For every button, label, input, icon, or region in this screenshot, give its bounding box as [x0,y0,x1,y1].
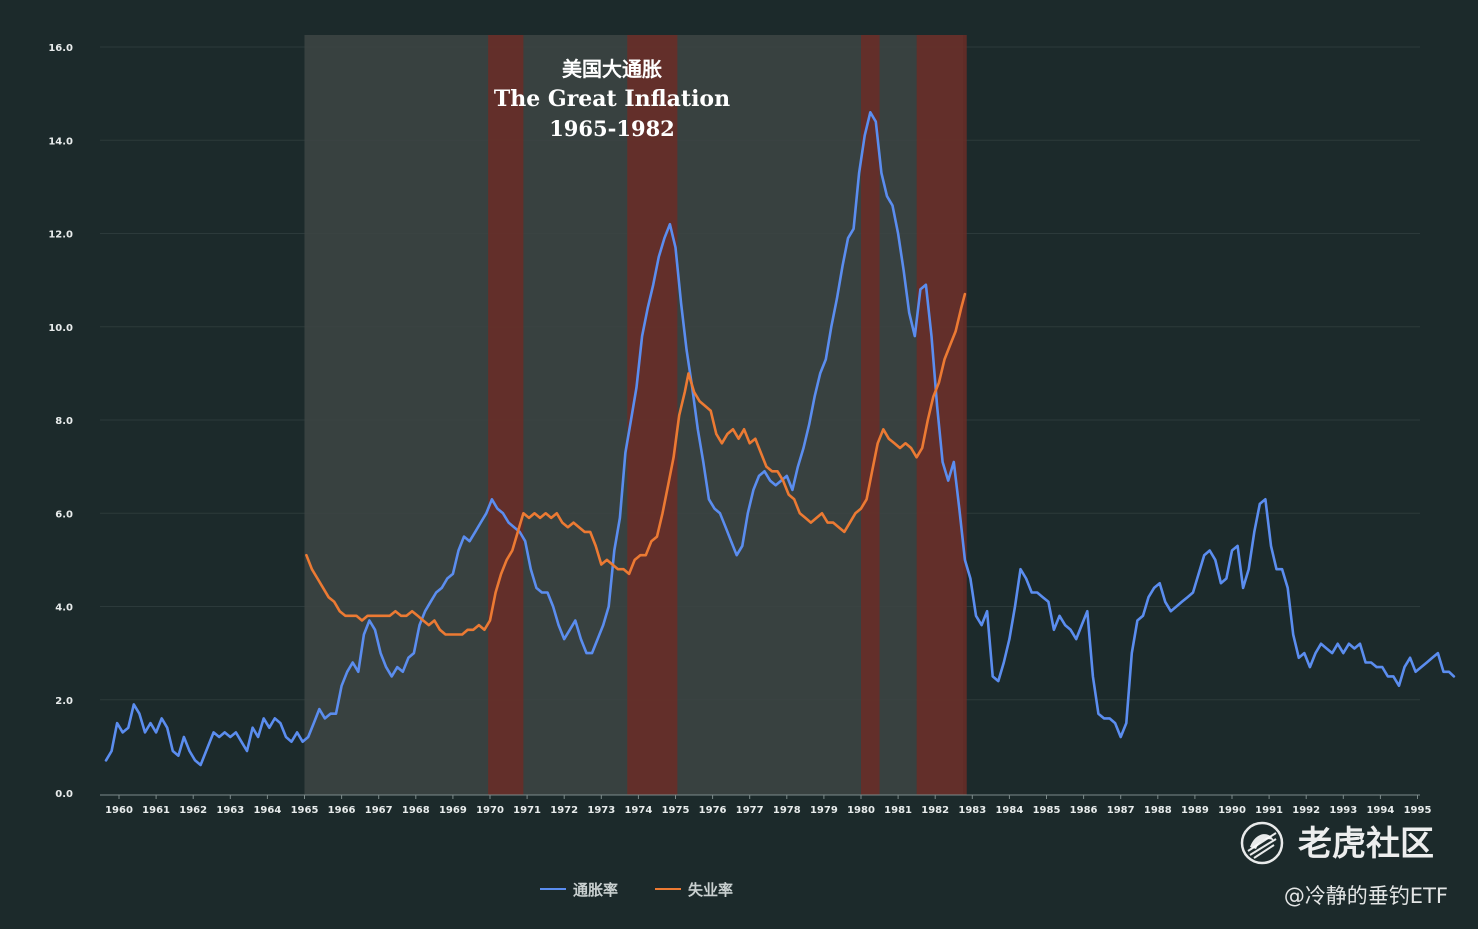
legend: 通胀率 失业率 [540,881,733,899]
y-tick-label: 6.0 [55,509,73,520]
recession-band [861,35,880,795]
x-tick-label: 1984 [995,805,1023,816]
x-tick-label: 1987 [1107,805,1135,816]
y-tick-label: 4.0 [55,603,73,614]
x-tick-label: 1977 [736,805,764,816]
x-tick-label: 1976 [699,805,727,816]
y-tick-label: 14.0 [48,136,73,147]
series-lines [104,111,1456,767]
x-tick-label: 1983 [958,805,986,816]
annotation-title-en: The Great Inflation [494,86,730,112]
y-tick-label: 10.0 [48,323,73,334]
x-tick-label: 1986 [1070,805,1098,816]
recession-band [916,35,967,795]
x-tick-label: 1973 [587,805,615,816]
x-tick-label: 1974 [624,805,652,816]
x-tick-label: 1994 [1366,805,1394,816]
x-tick-label: 1993 [1329,805,1357,816]
x-tick-label: 1964 [253,805,281,816]
x-tick-label: 1985 [1033,805,1061,816]
y-axis-ticks: 0.0 2.0 4.0 6.0 8.0 10.0 12.0 14.0 16.0 [48,43,73,800]
x-tick-label: 1982 [921,805,949,816]
legend-label-inflation: 通胀率 [573,881,618,899]
y-tick-label: 12.0 [48,230,73,241]
unemployment-line [305,292,967,636]
inflation-line [104,111,1456,767]
x-tick-label: 1981 [884,805,912,816]
x-tick-label: 1967 [365,805,393,816]
y-tick-label: 16.0 [48,43,73,54]
x-tick-label: 1988 [1144,805,1172,816]
x-tick-label: 1992 [1292,805,1320,816]
recession-band [627,35,678,795]
x-tick-label: 1991 [1255,805,1283,816]
recession-band [488,35,524,795]
shaded-periods [304,35,967,795]
annotation-period: 1965-1982 [549,116,675,141]
x-tick-label: 1965 [291,805,319,816]
x-tick-label: 1979 [810,805,838,816]
x-tick-label: 1995 [1404,805,1432,816]
x-tick-label: 1980 [847,805,875,816]
watermark-logo-text: 老虎社区 [1298,824,1434,864]
x-tick-label: 1960 [105,805,133,816]
watermark: 老虎社区 @冷静的垂钓ETF [1240,821,1448,908]
x-tick-label: 1966 [328,805,356,816]
x-tick-label: 1978 [773,805,801,816]
great-inflation-annotation: 美国大通胀 The Great Inflation 1965-1982 [494,57,730,141]
annotation-title-cn: 美国大通胀 [562,57,662,81]
legend-label-unemployment: 失业率 [688,881,733,899]
x-tick-label: 1989 [1181,805,1209,816]
watermark-user-text: @冷静的垂钓ETF [1284,884,1448,908]
x-tick-label: 1971 [513,805,541,816]
x-tick-label: 1972 [550,805,578,816]
y-tick-label: 0.0 [55,789,73,800]
x-tick-label: 1963 [216,805,244,816]
x-tick-label: 1990 [1218,805,1246,816]
x-tick-label: 1961 [142,805,170,816]
y-tick-label: 8.0 [55,416,73,427]
tiger-logo-icon [1240,821,1284,865]
x-tick-label: 1968 [402,805,430,816]
x-tick-label: 1969 [439,805,467,816]
y-tick-label: 2.0 [55,696,73,707]
x-tick-label: 1962 [179,805,207,816]
x-axis-ticks: 1960 1961 1962 1963 1964 1965 1966 1967 1968 1969… [105,795,1431,816]
x-tick-label: 1970 [476,805,504,816]
x-tick-label: 1975 [662,805,690,816]
